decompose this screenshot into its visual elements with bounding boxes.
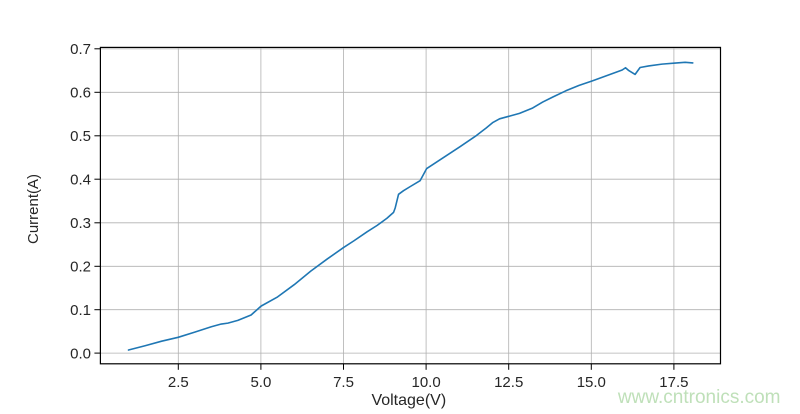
svg-text:0.1: 0.1 bbox=[70, 302, 91, 319]
svg-text:0.5: 0.5 bbox=[70, 128, 91, 145]
svg-text:0.7: 0.7 bbox=[70, 41, 91, 58]
svg-text:0.4: 0.4 bbox=[70, 171, 91, 188]
svg-text:15.0: 15.0 bbox=[577, 374, 606, 391]
svg-text:10.0: 10.0 bbox=[411, 374, 440, 391]
svg-text:0.3: 0.3 bbox=[70, 215, 91, 232]
svg-text:Current(A): Current(A) bbox=[25, 174, 42, 244]
svg-text:0.0: 0.0 bbox=[70, 345, 91, 362]
svg-text:2.5: 2.5 bbox=[168, 374, 189, 391]
svg-text:7.5: 7.5 bbox=[333, 374, 354, 391]
svg-text:www.cntronics.com: www.cntronics.com bbox=[617, 387, 781, 408]
svg-text:0.2: 0.2 bbox=[70, 259, 91, 276]
svg-text:12.5: 12.5 bbox=[494, 374, 523, 391]
svg-text:5.0: 5.0 bbox=[250, 374, 271, 391]
svg-text:0.6: 0.6 bbox=[70, 85, 91, 102]
svg-text:Voltage(V): Voltage(V) bbox=[371, 392, 446, 409]
